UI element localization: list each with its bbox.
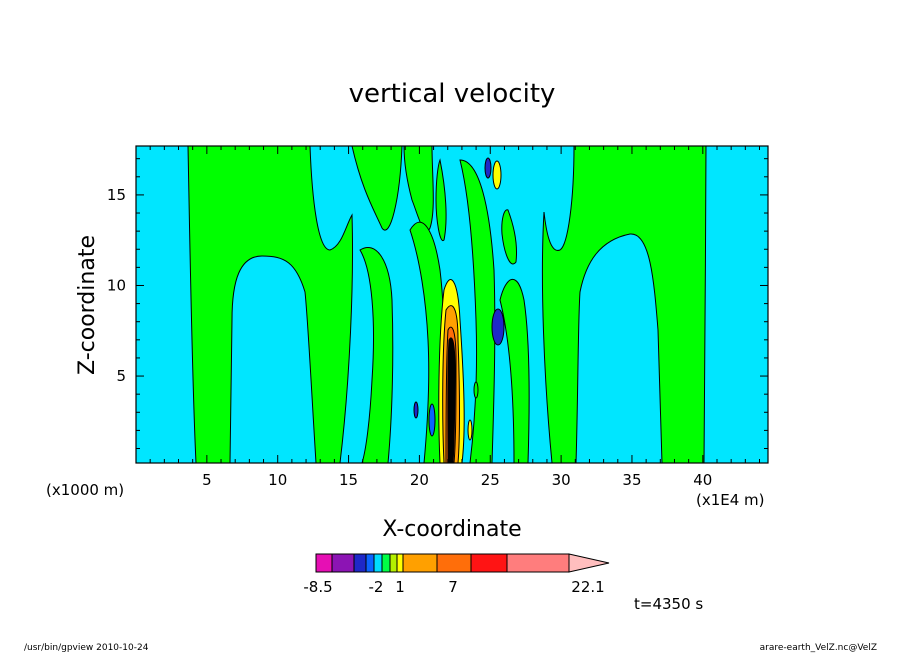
contour-streak <box>501 209 517 265</box>
colorbar-label: 1 <box>395 578 405 596</box>
contour-updraft-cell <box>473 381 479 399</box>
colorbar-swatch <box>402 553 438 573</box>
contour-downdraft <box>491 308 505 346</box>
plot-frame <box>135 145 769 464</box>
axes: 5 10 15 20 25 30 35 40 5 10 15 <box>107 146 768 489</box>
contour-downdraft <box>428 403 436 437</box>
contour-downdraft <box>484 157 492 179</box>
colorbar-extension <box>568 553 610 573</box>
footer-right: arare-earth_VelZ.nc@VelZ <box>760 643 877 653</box>
contour-streak <box>409 221 445 463</box>
y-tick-label: 10 <box>107 276 126 294</box>
footer-left: /usr/bin/gpview 2010-10-24 <box>24 643 149 653</box>
contour-field <box>136 146 768 463</box>
x-unit-right: (x1E4 m) <box>696 491 765 509</box>
colorbar-swatch <box>353 553 367 573</box>
x-tick-label: 25 <box>481 471 500 489</box>
colorbar-swatch <box>389 553 398 573</box>
contour-band-left <box>187 146 353 463</box>
x-tick-label: 20 <box>410 471 429 489</box>
x-tick-label: 10 <box>268 471 287 489</box>
x-tick-label: 30 <box>552 471 571 489</box>
contour-streak <box>435 158 447 242</box>
time-label: t=4350 s <box>634 595 703 613</box>
colorbar: -8.5 -2 1 7 22.1 <box>303 553 610 596</box>
contour-streak <box>351 146 403 231</box>
colorbar-swatch <box>315 553 333 573</box>
y-tick-label: 15 <box>107 186 126 204</box>
colorbar-swatch <box>436 553 472 573</box>
colorbar-label: 7 <box>448 578 458 596</box>
colorbar-label: 22.1 <box>571 578 604 596</box>
contour-core <box>447 337 456 463</box>
contour-streak <box>499 278 530 463</box>
contour-band-right <box>541 146 707 463</box>
contour-updraft-cell <box>492 160 502 190</box>
x-tick-label: 35 <box>622 471 641 489</box>
x-axis-label: X-coordinate <box>382 517 521 542</box>
colorbar-label: -8.5 <box>303 578 332 596</box>
colorbar-label: -2 <box>369 578 384 596</box>
colorbar-swatch <box>396 553 404 573</box>
colorbar-swatch <box>373 553 383 573</box>
colorbar-swatch <box>470 553 508 573</box>
colorbar-swatch <box>365 553 375 573</box>
contour-updraft-cell <box>467 419 473 441</box>
y-axis-label: Z-coordinate <box>75 235 100 375</box>
contour-streak <box>459 159 496 463</box>
colorbar-swatch <box>506 553 570 573</box>
y-tick-label: 5 <box>116 367 126 385</box>
chart-title: vertical velocity <box>349 79 556 109</box>
x-tick-label: 15 <box>339 471 358 489</box>
contour-downdraft <box>413 401 419 419</box>
colorbar-swatch <box>331 553 355 573</box>
x-tick-label: 5 <box>202 471 212 489</box>
x-tick-label: 40 <box>693 471 712 489</box>
colorbar-swatch <box>381 553 391 573</box>
x-unit-left: (x1000 m) <box>46 481 124 499</box>
contour-streak <box>359 247 394 463</box>
